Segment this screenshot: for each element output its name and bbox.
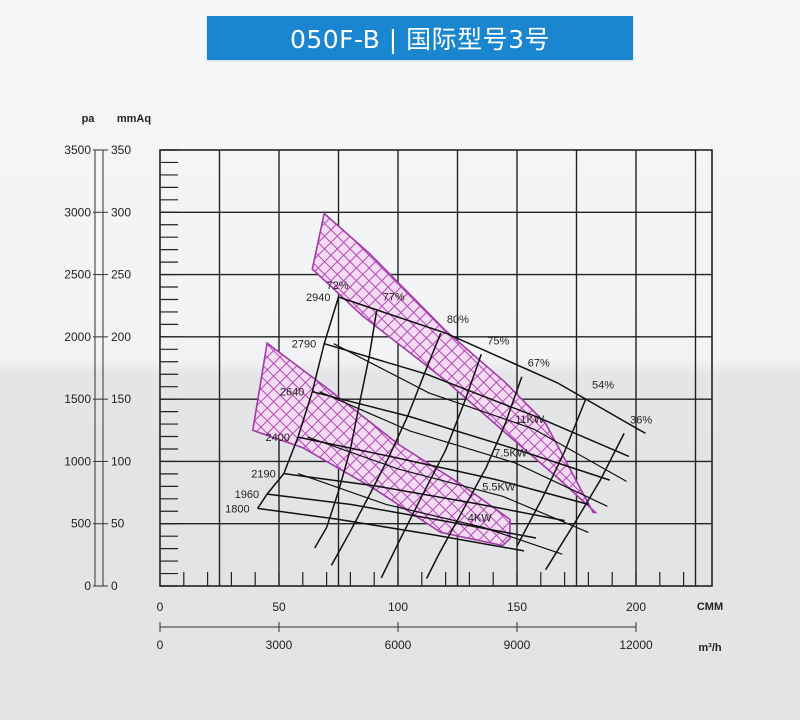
operating-band-upper <box>311 211 598 514</box>
power-label-7.5KW: 7.5KW <box>494 448 528 460</box>
efficiency-curve-75pct <box>380 354 483 579</box>
mmaq-tick-label: 350 <box>111 143 131 157</box>
power-line-5.5KW <box>307 436 589 533</box>
speed-curve-2640 <box>312 390 611 481</box>
efficiency-curve-54pct <box>516 398 587 547</box>
pa-tick-label: 3000 <box>64 205 91 219</box>
performance-curves <box>256 296 646 579</box>
speed-curve-1800 <box>257 507 525 552</box>
plot-frame <box>159 149 713 587</box>
efficiency-curve-77pct <box>314 310 378 549</box>
mmaq-tick-label: 250 <box>111 268 131 282</box>
pa-tick-label: 3500 <box>64 143 91 157</box>
pa-tick-label: 1500 <box>64 392 91 406</box>
pa-tick-label: 0 <box>84 579 91 593</box>
mmaq-axis-label: mmAq <box>117 113 151 125</box>
cmm-tick-label: 150 <box>507 600 527 614</box>
m3h-axis-label: m³/h <box>698 642 722 654</box>
pa-tick-label: 1000 <box>64 454 91 468</box>
pa-tick-label: 2500 <box>64 268 91 282</box>
mmaq-tick-label: 300 <box>111 205 131 219</box>
mmaq-tick-label: 50 <box>111 517 125 531</box>
speed-label-2190: 2190 <box>251 469 275 481</box>
m3h-tick-label: 9000 <box>504 638 531 652</box>
speed-curve-2190 <box>283 472 565 522</box>
speed-curve-2940 <box>338 296 646 435</box>
cmm-tick-label: 200 <box>626 600 646 614</box>
speed-label-1800: 1800 <box>225 503 249 515</box>
efficiency-label-80pct: 80% <box>447 314 469 326</box>
efficiency-label-67pct: 67% <box>528 358 550 370</box>
speed-curve-2790 <box>323 342 630 458</box>
pa-axis-label: pa <box>82 113 96 125</box>
efficiency-label-54pct: 54% <box>592 380 614 392</box>
m3h-tick-label: 6000 <box>385 638 412 652</box>
mmaq-tick-label: 0 <box>111 579 118 593</box>
m3h-tick-label: 12000 <box>619 638 653 652</box>
efficiency-curve-80pct <box>330 332 442 566</box>
power-line-4KW <box>297 473 563 555</box>
mmaq-tick-label: 100 <box>111 454 131 468</box>
speed-label-2940: 2940 <box>306 292 330 304</box>
speed-label-2790: 2790 <box>292 339 316 351</box>
chart-frame <box>159 149 713 587</box>
efficiency-label-75pct: 75% <box>487 335 509 347</box>
mmaq-tick-label: 150 <box>111 392 131 406</box>
power-line-11KW <box>333 343 627 482</box>
efficiency-curve-72pct <box>256 296 340 509</box>
power-label-4KW: 4KW <box>468 512 492 524</box>
speed-label-2400: 2400 <box>266 432 290 444</box>
chart-title: 050F-B | 国际型号3号 <box>289 25 551 54</box>
efficiency-curve-36pct <box>544 433 625 571</box>
m3h-tick-label: 3000 <box>266 638 293 652</box>
cmm-axis-label: CMM <box>697 601 723 613</box>
speed-curve-2400 <box>297 436 589 506</box>
speed-label-2640: 2640 <box>280 387 304 399</box>
chart-title-banner: 050F-B | 国际型号3号 <box>207 16 633 60</box>
cmm-tick-label: 0 <box>157 600 164 614</box>
mmaq-tick-label: 200 <box>111 330 131 344</box>
cmm-tick-label: 100 <box>388 600 408 614</box>
pa-tick-label: 2000 <box>64 330 91 344</box>
efficiency-curve-67pct <box>425 376 523 579</box>
efficiency-label-77pct: 77% <box>383 292 405 304</box>
cmm-tick-label: 50 <box>272 600 286 614</box>
efficiency-label-36pct: 36% <box>630 414 652 426</box>
speed-label-1960: 1960 <box>235 489 259 501</box>
pa-tick-label: 500 <box>71 517 91 531</box>
power-label-11KW: 11KW <box>515 414 545 426</box>
power-line-7.5KW <box>319 391 608 507</box>
power-label-5.5KW: 5.5KW <box>482 481 516 493</box>
efficiency-label-72pct: 72% <box>327 280 349 292</box>
m3h-tick-label: 0 <box>157 638 164 652</box>
